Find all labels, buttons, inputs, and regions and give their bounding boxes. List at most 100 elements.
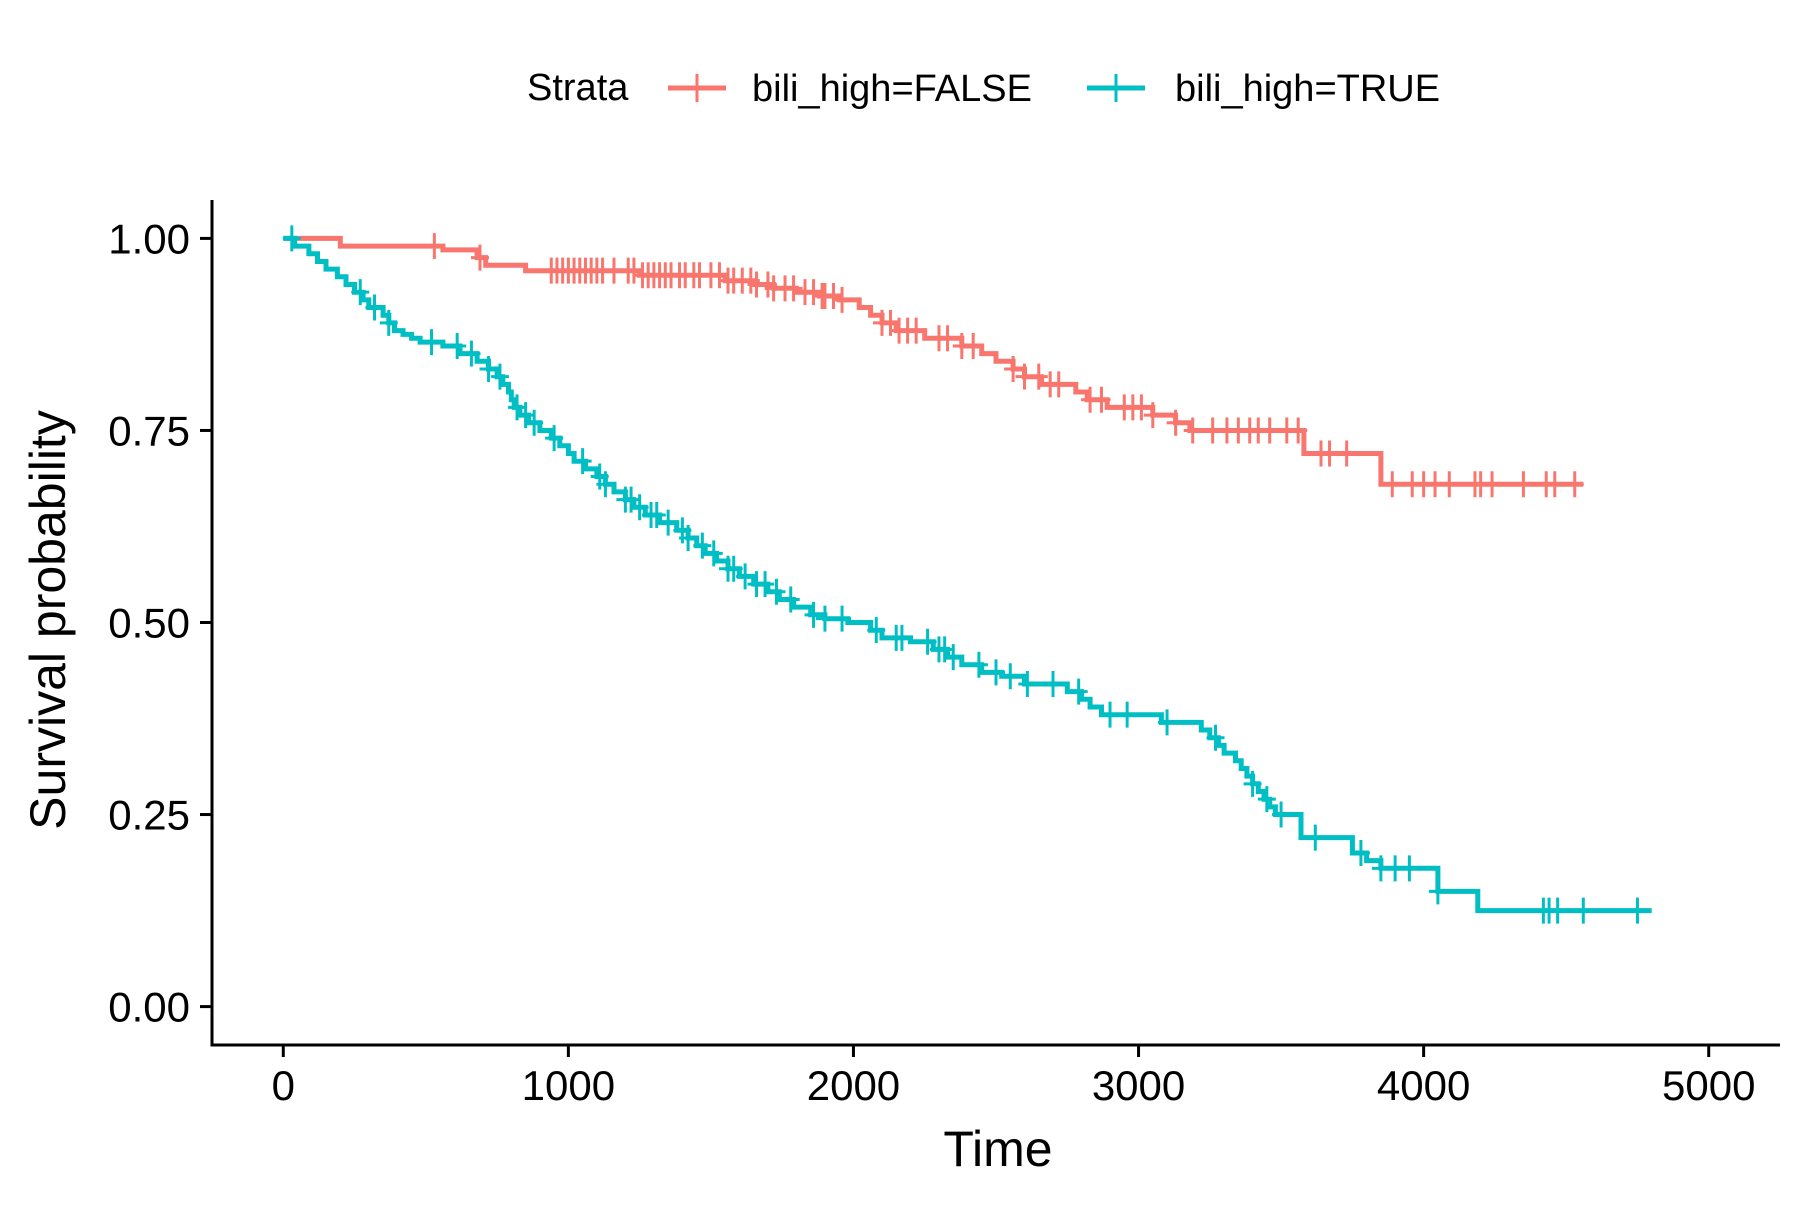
x-tick-label: 1000 <box>522 1062 615 1109</box>
censor-mark <box>824 283 843 310</box>
censor-mark <box>1306 824 1325 851</box>
censor-mark <box>1243 770 1262 797</box>
censor-mark <box>867 617 886 644</box>
x-tick-label: 5000 <box>1662 1062 1755 1109</box>
y-tick-label: 0.75 <box>108 407 190 454</box>
censor-mark <box>448 332 467 359</box>
censor-mark <box>1158 709 1177 736</box>
censor-mark <box>781 586 800 613</box>
x-axis-title: Time <box>943 1121 1052 1177</box>
censor-mark <box>490 363 509 390</box>
censor-mark <box>1069 678 1088 705</box>
censor-mark <box>918 628 937 655</box>
censor-mark <box>425 233 444 260</box>
censor-mark <box>693 532 712 559</box>
censor-mark <box>1143 402 1162 429</box>
plot-area <box>282 225 1652 924</box>
censor-mark <box>479 356 498 382</box>
censor-mark <box>1289 417 1308 444</box>
censor-mark <box>679 525 698 551</box>
censor-mark <box>1206 724 1225 751</box>
y-axis-title: Survival probability <box>20 410 76 830</box>
censor-mark <box>1044 670 1063 697</box>
censor-mark <box>969 651 988 678</box>
censor-mark <box>833 286 852 313</box>
censor-mark <box>1483 471 1502 498</box>
x-tick-label: 0 <box>272 1062 295 1109</box>
censor-mark <box>1514 471 1533 498</box>
censor-mark <box>630 494 649 521</box>
censor-mark <box>710 262 729 289</box>
censor-mark <box>1049 371 1068 398</box>
censor-mark <box>1337 440 1356 467</box>
y-tick-label: 0.25 <box>108 792 190 839</box>
censor-mark <box>1548 897 1567 924</box>
censor-mark <box>659 509 678 536</box>
legend: Strata bili_high=FALSE bili_high=TRUE <box>527 67 1440 110</box>
censor-mark <box>833 605 852 632</box>
censor-mark <box>1166 409 1185 436</box>
legend-label: bili_high=FALSE <box>752 68 1032 110</box>
censor-mark <box>1183 417 1202 444</box>
censor-mark <box>724 555 743 582</box>
censor-mark <box>1400 855 1419 882</box>
censor-mark <box>1029 363 1048 390</box>
censor-mark <box>422 329 441 356</box>
censor-mark <box>1565 471 1584 498</box>
censor-mark <box>1001 663 1020 690</box>
censor-mark <box>624 257 643 284</box>
censor-mark <box>1272 801 1291 828</box>
censor-mark <box>1628 897 1647 924</box>
censor-mark <box>1440 471 1459 498</box>
censor-mark <box>1118 701 1137 728</box>
censor-mark <box>545 425 564 452</box>
censor-mark <box>1351 839 1370 866</box>
y-tick-label: 1.00 <box>108 215 190 262</box>
censor-mark <box>907 317 926 344</box>
censor-mark <box>1092 386 1111 413</box>
x-tick-label: 2000 <box>807 1062 900 1109</box>
censor-mark <box>1260 417 1279 444</box>
series-bili-high-true <box>282 225 1652 924</box>
censor-mark <box>1320 440 1339 467</box>
censor-mark <box>784 275 803 302</box>
censor-mark <box>964 332 983 359</box>
censor-mark <box>736 563 755 590</box>
censor-mark <box>1428 878 1447 905</box>
censor-mark <box>1545 471 1564 498</box>
censor-mark <box>804 601 823 628</box>
censor-mark <box>892 624 911 651</box>
censor-mark <box>1004 356 1023 382</box>
censor-mark <box>282 225 301 252</box>
censor-mark <box>987 659 1005 686</box>
censor-mark <box>351 279 370 306</box>
censor-mark <box>1101 701 1120 728</box>
censor-mark <box>525 409 544 436</box>
censor-mark <box>647 501 666 528</box>
censor-mark <box>1257 786 1276 813</box>
censor-mark <box>1383 471 1402 498</box>
censor-mark <box>1574 897 1593 924</box>
censor-mark <box>1132 394 1151 421</box>
censor-mark <box>938 325 957 352</box>
censor-mark <box>573 448 592 475</box>
legend-title: Strata <box>527 67 629 109</box>
censor-mark <box>596 471 615 498</box>
censor-mark <box>462 340 481 367</box>
x-tick-label: 3000 <box>1092 1062 1185 1109</box>
censor-mark <box>470 244 489 271</box>
censor-mark <box>944 644 963 671</box>
censor-mark <box>704 540 723 567</box>
survival-step-line <box>283 235 1652 914</box>
censor-mark <box>756 571 775 598</box>
censor-mark <box>767 578 786 605</box>
censor-mark <box>804 279 823 306</box>
axes: 0 1000 2000 3000 4000 5000 0.00 0.25 0.50 0.75 1.0… <box>108 200 1780 1109</box>
series-bili-high-false <box>283 233 1584 498</box>
x-tick-label: 4000 <box>1377 1062 1470 1109</box>
censor-mark <box>365 294 384 321</box>
censor-mark <box>379 309 398 336</box>
censor-mark <box>1018 670 1037 697</box>
